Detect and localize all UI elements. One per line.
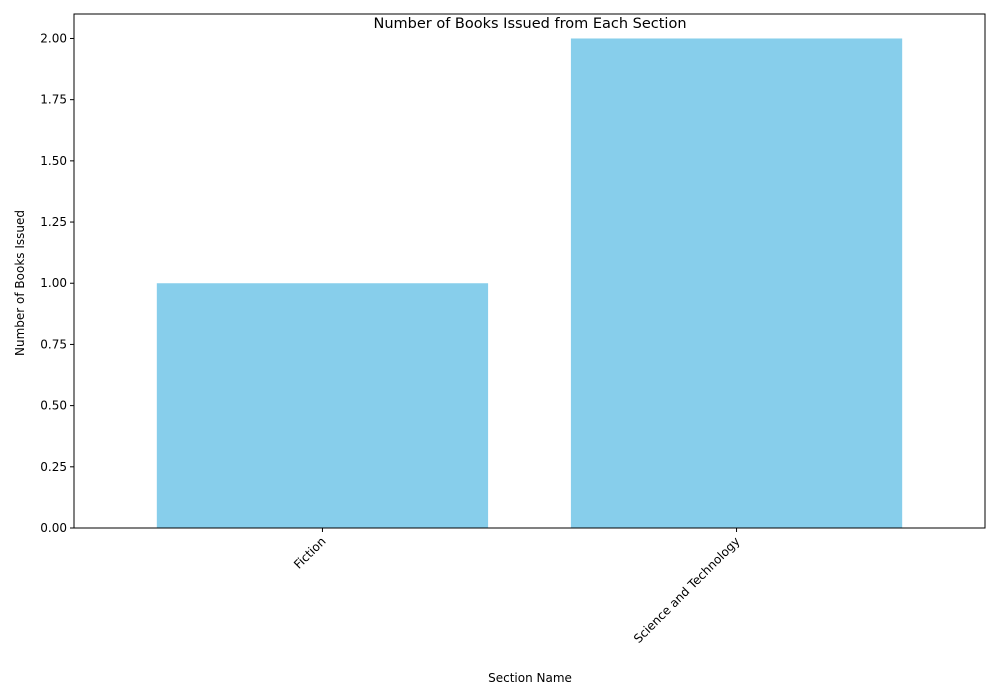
bars [156, 38, 903, 528]
plot-frame [73, 13, 986, 529]
x-axis: Fiction Science and Technology [291, 528, 743, 646]
chart-title: Number of Books Issued from Each Section [373, 16, 686, 32]
y-tick-label: 0.00 [40, 521, 67, 535]
y-tick-label: 2.00 [40, 31, 67, 45]
x-tick-label: Fiction [291, 534, 328, 571]
x-axis-label: Section Name [488, 671, 572, 685]
y-tick-label: 1.25 [40, 215, 67, 229]
y-tick-label: 1.00 [40, 276, 67, 290]
bar-science-and-technology [570, 38, 903, 528]
x-tick-label: Science and Technology [631, 534, 743, 646]
y-axis-label: Number of Books Issued [13, 210, 27, 356]
y-tick-label: 1.75 [40, 93, 67, 107]
y-tick-label: 1.50 [40, 154, 67, 168]
y-tick-label: 0.25 [40, 460, 67, 474]
y-axis: 0.00 0.25 0.50 0.75 1.00 1.25 1.50 1.75 2.00 [40, 31, 74, 535]
bar-fiction [156, 283, 489, 528]
y-tick-label: 0.50 [40, 399, 67, 413]
y-tick-label: 0.75 [40, 337, 67, 351]
